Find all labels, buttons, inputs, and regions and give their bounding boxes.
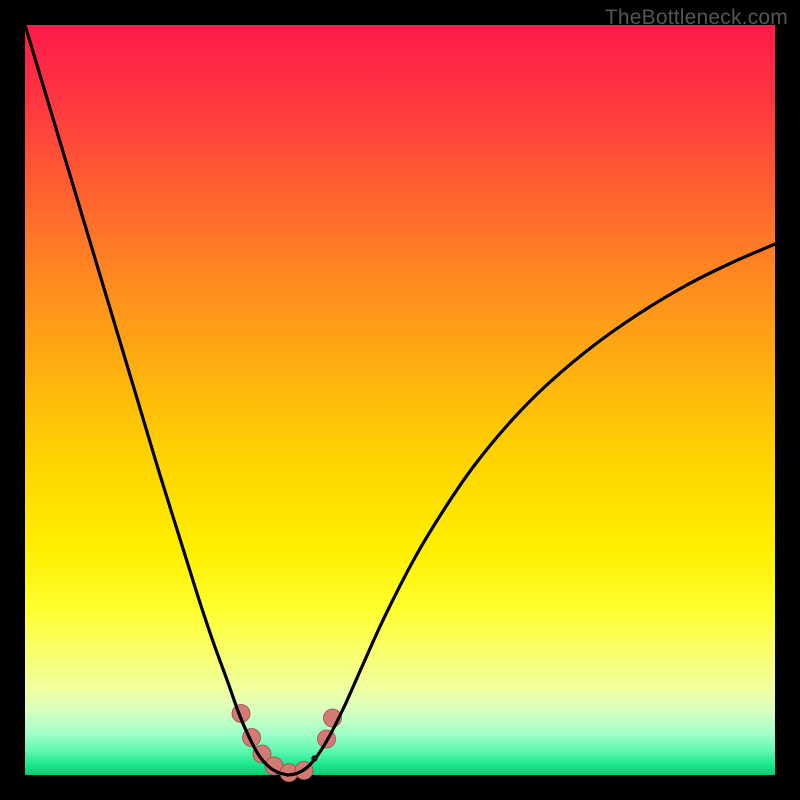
curve-left-branch <box>25 25 288 775</box>
curve-layer <box>25 25 775 775</box>
watermark-text: TheBottleneck.com <box>605 6 788 30</box>
chart-container: TheBottleneck.com <box>0 0 800 800</box>
curve-right-branch <box>288 244 776 775</box>
plot-area <box>25 25 775 775</box>
center-dot-marker <box>311 755 317 761</box>
